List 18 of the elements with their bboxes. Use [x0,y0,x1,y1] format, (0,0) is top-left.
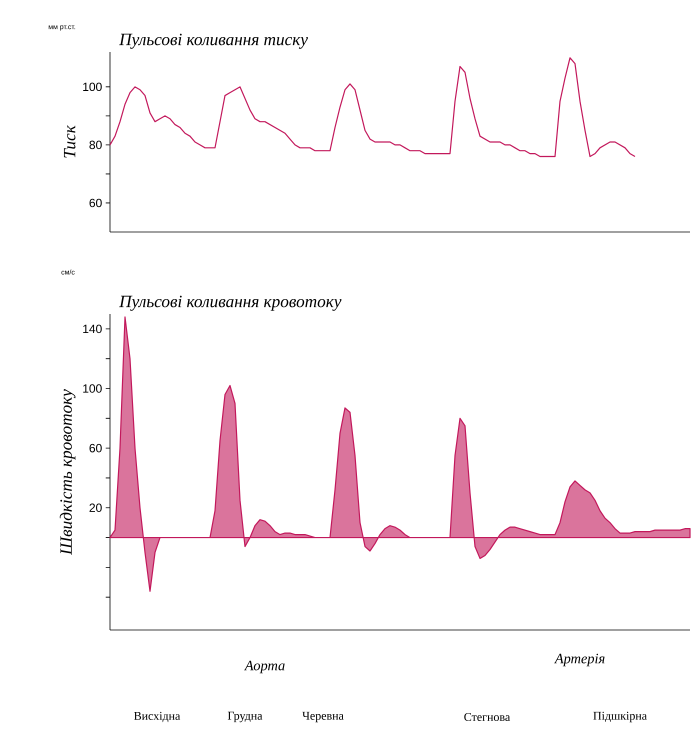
y-tick-label: 80 [89,140,102,150]
y-tick-label: 140 [83,324,102,334]
text: Стегнова [464,712,510,722]
chart-title: Пульсові коливання кровотоку [119,296,342,311]
text: Черевна [302,712,344,722]
chart-title: Пульсові коливання тиску [119,34,308,49]
y-tick-label: 60 [90,198,102,208]
text: Висхідна [134,712,180,722]
text: Артерія [554,654,605,666]
y-tick-label: 100 [83,82,102,92]
text: Аорта [244,660,285,674]
text: Грудна [228,712,262,722]
y-axis-title: Тиск [64,125,76,158]
y-tick-label: 20 [90,504,102,512]
y-tick-label: 60 [90,444,102,452]
text: Підшкірна [593,712,647,722]
y-tick-label: 100 [83,384,102,393]
y-axis-title: Швидкість кровотоку [60,389,76,556]
